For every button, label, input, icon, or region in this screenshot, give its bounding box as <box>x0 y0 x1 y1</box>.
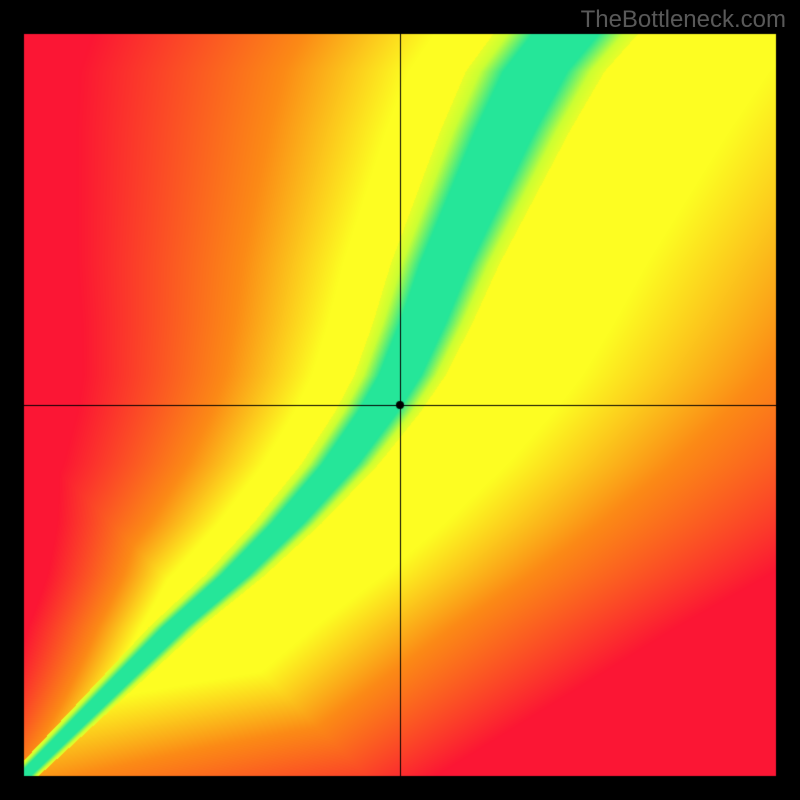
bottleneck-heatmap <box>0 0 800 800</box>
watermark-text: TheBottleneck.com <box>581 6 786 34</box>
chart-container: TheBottleneck.com <box>0 0 800 800</box>
